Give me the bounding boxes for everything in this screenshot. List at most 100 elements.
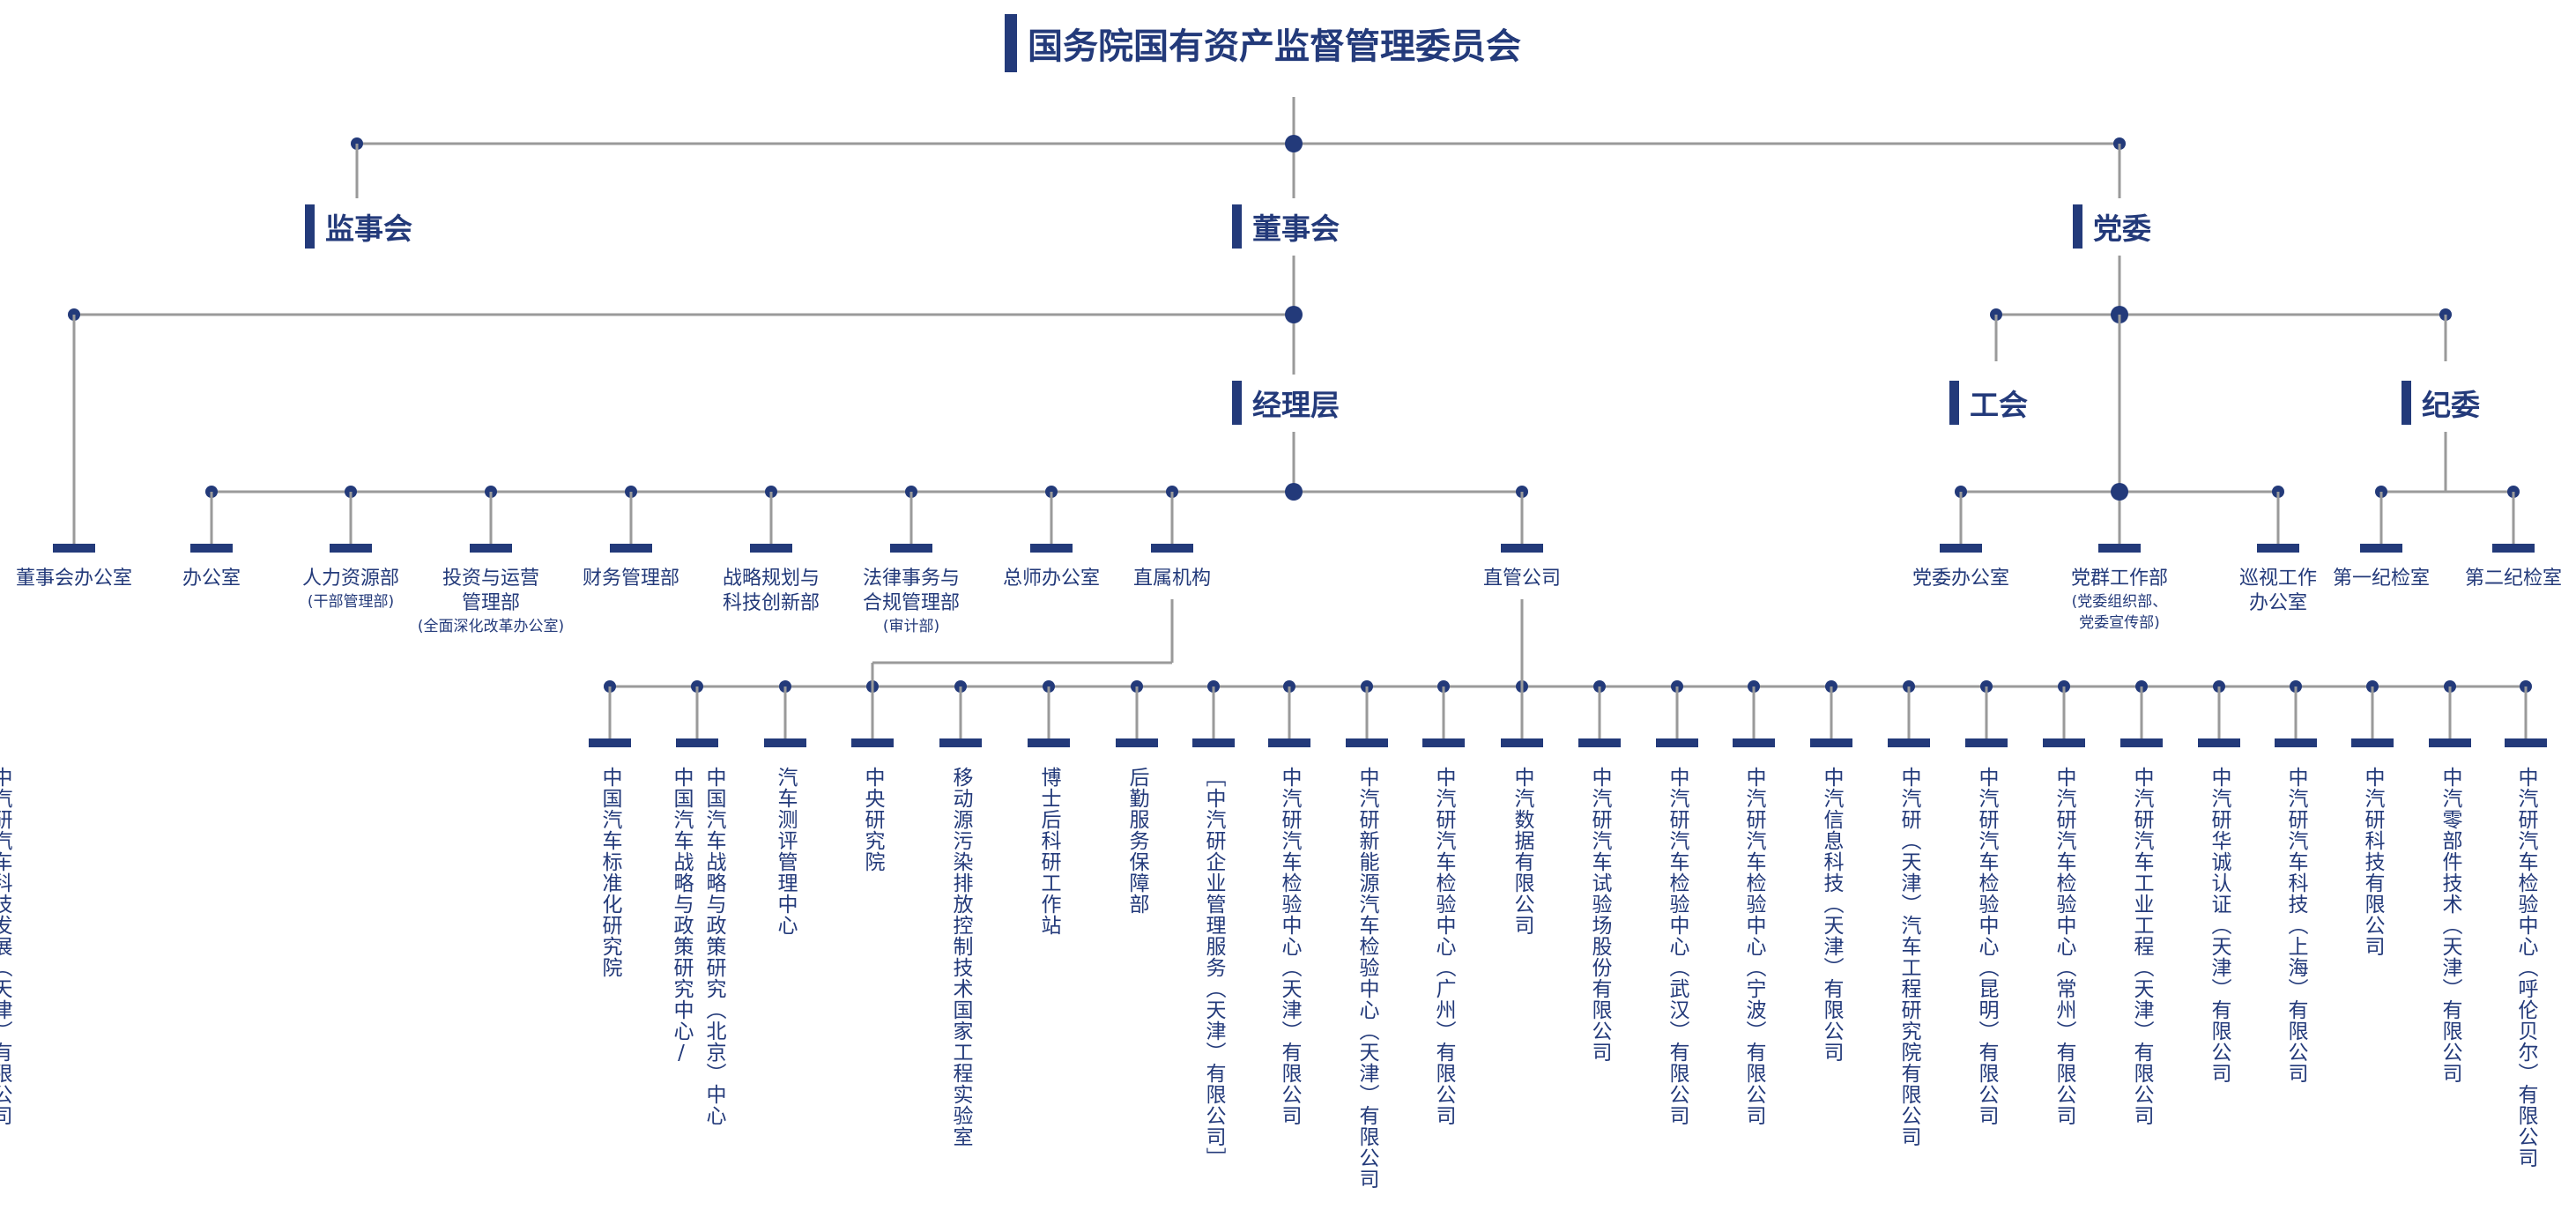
department-bar [2360, 544, 2402, 553]
department-bar [190, 544, 233, 553]
discipline-department-label: 第一纪检室 [2332, 568, 2431, 590]
department-label: 法律事务与 合规管理部 (审计部) [862, 568, 961, 635]
department-bar [610, 544, 652, 553]
accent-bar [2402, 381, 2411, 425]
company-label: 中汽研汽车检验中心（宁波）有限公司 [1742, 767, 1765, 1126]
department-label: 人力资源部 (干部管理部) [301, 568, 400, 611]
hub-dot [1285, 483, 1303, 501]
company-label: 中汽研汽车检验中心（昆明）有限公司 [1975, 767, 1998, 1126]
company-label: 中汽研汽车试验场股份有限公司 [1588, 767, 1611, 1063]
title-text: 国务院国有资产监督管理委员会 [1028, 26, 1521, 67]
affiliate-bar [1028, 738, 1070, 747]
accent-bar [305, 204, 315, 249]
accent-bar [1232, 381, 1242, 425]
party-label: 党委 [2093, 211, 2151, 246]
department-label: 直管公司 [1482, 568, 1562, 590]
hub-dot [1285, 306, 1303, 323]
affiliate-bar [1346, 738, 1388, 747]
discipline-label: 纪委 [2422, 388, 2480, 422]
department-bar [750, 544, 792, 553]
department-bar [330, 544, 372, 553]
company-label: 中汽研汽车科技（上海）有限公司 [2284, 767, 2307, 1084]
accent-bar [1949, 381, 1959, 425]
node-labor-union: 工会 [1949, 381, 2028, 425]
department-label: 直属机构 [1132, 568, 1212, 590]
affiliate-bar [1810, 738, 1852, 747]
company-label: 中汽研科技有限公司 [2361, 767, 2384, 957]
board-label: 董事会 [1252, 211, 1340, 246]
institution-label: 后勤服务保障部 [1125, 767, 1148, 915]
party-department-label: 巡视工作 办公室 [2238, 568, 2318, 614]
company-label: 中汽研汽车检验中心（广州）有限公司 [1432, 767, 1455, 1126]
affiliate-bar [2120, 738, 2163, 747]
institution-label: 博士后科研工作站 [1037, 767, 1060, 936]
affiliate-bar [1501, 738, 1543, 747]
affiliate-bar [1268, 738, 1310, 747]
company-label: 中汽研汽车科技发展（天津）有限公司 [0, 767, 11, 1126]
institution-label: 中国汽车标准化研究院 [598, 767, 621, 978]
party-department-label: 党群工作部 (党委组织部、 党委宣传部) [2070, 568, 2169, 632]
union-label: 工会 [1970, 388, 2028, 422]
node-party-committee: 党委 [2073, 204, 2151, 249]
company-label: 中汽研汽车工业工程（天津）有限公司 [2130, 767, 2153, 1126]
accent-bar [2073, 204, 2082, 249]
affiliate-bar [1656, 738, 1698, 747]
department-bar [2257, 544, 2299, 553]
accent-bar [1232, 204, 1242, 249]
company-label: 中汽研华诚认证（天津）有限公司 [2208, 767, 2231, 1084]
affiliate-bar [939, 738, 982, 747]
department-bar [2492, 544, 2535, 553]
department-bar [890, 544, 932, 553]
company-label: 中汽研汽车检验中心（常州）有限公司 [2053, 767, 2075, 1126]
company-label: 中汽数据有限公司 [1511, 767, 1533, 936]
institution-label: 移动源污染排放控制技术国家工程实验室 [949, 767, 972, 1147]
node-supervisory-board: 监事会 [305, 204, 412, 249]
affiliate-bar [2505, 738, 2547, 747]
affiliate-bar [1965, 738, 2008, 747]
company-label: 中汽研汽车检验中心（呼伦贝尔）有限公司 [2514, 767, 2537, 1169]
department-bar [1030, 544, 1073, 553]
supervisory-label: 监事会 [325, 211, 412, 246]
company-label: 中汽研汽车检验中心（武汉）有限公司 [1666, 767, 1689, 1126]
affiliate-bar [1888, 738, 1930, 747]
department-label: 财务管理部 [582, 568, 680, 590]
affiliate-bar [676, 738, 718, 747]
discipline-department-label: 第二纪检室 [2464, 568, 2563, 590]
department-bar [53, 544, 95, 553]
institution-label: 中国汽车战略与政策研究（北京）中心 中国汽车战略与政策研究中心/ [670, 767, 725, 1126]
department-bar [1940, 544, 1982, 553]
node-board-of-directors: 董事会 [1232, 204, 1340, 249]
company-label: 中汽信息科技（天津）有限公司 [1820, 767, 1843, 1063]
affiliate-bar [764, 738, 806, 747]
affiliate-bar [1116, 738, 1158, 747]
node-management: 经理层 [1232, 381, 1340, 425]
department-label: 投资与运营 管理部 (全面深化改革办公室) [417, 568, 565, 635]
company-label: 中汽零部件技术（天津）有限公司 [2439, 767, 2461, 1084]
department-label: 董事会办公室 [15, 568, 133, 590]
hub-dot [1285, 135, 1303, 152]
affiliate-bar [2351, 738, 2394, 747]
company-label: 中汽研新能源汽车检验中心（天津）有限公司 [1355, 767, 1378, 1190]
affiliate-bar [1733, 738, 1775, 747]
affiliate-bar [851, 738, 894, 747]
department-bar [470, 544, 512, 553]
company-label: 中汽研（天津）汽车工程研究院有限公司 [1897, 767, 1920, 1147]
affiliate-bar [1192, 738, 1235, 747]
department-label: 办公室 [182, 568, 241, 590]
party-department-label: 党委办公室 [1912, 568, 2010, 590]
affiliate-bar [1422, 738, 1465, 747]
affiliate-bar [1578, 738, 1621, 747]
affiliate-bar [2043, 738, 2085, 747]
department-bar [2098, 544, 2141, 553]
chart-title: 国务院国有资产监督管理委员会 [1005, 14, 1521, 72]
department-label: 战略规划与 科技创新部 [722, 568, 820, 614]
department-bar [1501, 544, 1543, 553]
affiliate-bar [589, 738, 631, 747]
node-discipline-committee: 纪委 [2402, 381, 2480, 425]
title-accent-bar [1005, 14, 1017, 72]
institution-label: 汽车测评管理中心 [774, 767, 797, 936]
company-label: 中汽研汽车检验中心（天津）有限公司 [1278, 767, 1301, 1126]
management-label: 经理层 [1252, 388, 1340, 422]
department-bar [1151, 544, 1193, 553]
affiliate-bar [2275, 738, 2317, 747]
